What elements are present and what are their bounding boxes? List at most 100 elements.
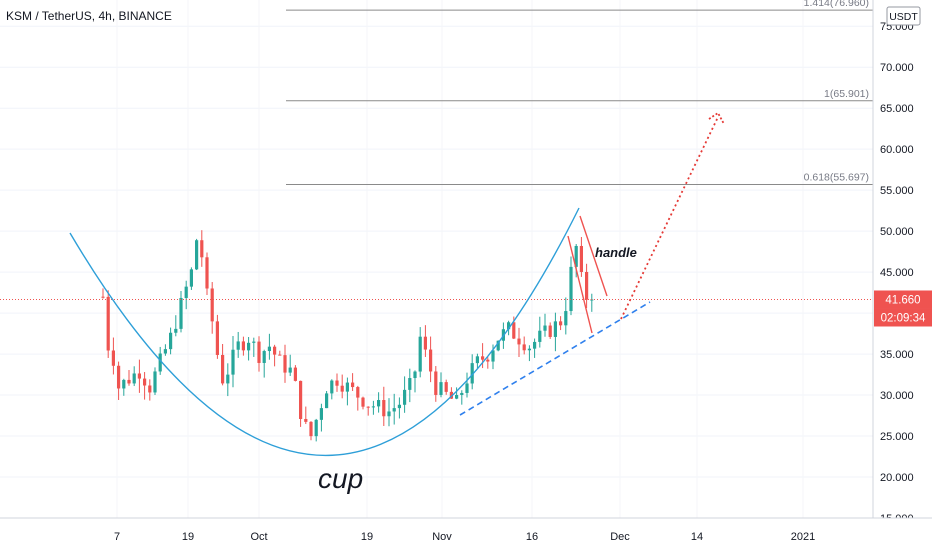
price-tick-label: 50.000 [880, 226, 914, 238]
candle-body [491, 350, 495, 362]
candle-body [371, 406, 375, 408]
handle-line-upper [579, 215, 608, 297]
candle-body [132, 373, 136, 384]
candle-body [117, 365, 121, 389]
candle-body [252, 341, 256, 343]
candle-body [382, 400, 386, 417]
fib-label: 1(65.901) [824, 88, 869, 100]
candle-body [319, 408, 323, 420]
drawings [0, 111, 873, 456]
candle-body [434, 371, 438, 395]
candle-body [423, 336, 427, 350]
price-axis[interactable]: 75.00070.00065.00060.00055.00050.00045.0… [872, 0, 932, 525]
time-tick-label: Nov [432, 531, 452, 543]
candle-body [397, 404, 401, 409]
candle-body [340, 385, 344, 392]
candle-body [179, 297, 183, 329]
time-axis[interactable]: 7 19 Oct 19 Nov 16 Dec 14 2021 [0, 517, 932, 550]
current-price-badge-bg [874, 290, 932, 309]
candle-body [439, 382, 443, 395]
currency-label: USDT [889, 11, 918, 23]
candle-body [325, 393, 329, 409]
candle-body [174, 328, 178, 333]
currency-badge[interactable]: USDT [886, 6, 921, 26]
candle-body [127, 379, 131, 384]
candle-body [377, 400, 381, 407]
current-price-badge[interactable]: 41.660 [874, 290, 932, 309]
candle-body [262, 351, 266, 363]
candle-body [345, 382, 349, 392]
candle-body [231, 349, 235, 375]
candle-body [226, 374, 230, 384]
time-tick-label: 7 [114, 531, 120, 543]
candle-body [137, 373, 141, 379]
candle-body [163, 349, 167, 354]
candle-body [101, 296, 105, 298]
candle-body [153, 371, 157, 393]
candle-body [470, 363, 474, 384]
candle-body [418, 336, 422, 372]
countdown-badge[interactable]: 02:09:34 [874, 308, 932, 327]
candle-body [444, 382, 448, 392]
candle-body [247, 342, 251, 351]
fib-label: 1.414(76.960) [804, 0, 869, 9]
candle-body [585, 271, 589, 300]
candle-body [106, 296, 110, 351]
candle-body [288, 367, 292, 373]
candle-body [304, 418, 308, 422]
candle-body [366, 406, 370, 408]
countdown-badge-bg [874, 308, 932, 327]
candle-body [335, 380, 339, 386]
projection-line [620, 116, 719, 320]
candle-body [361, 397, 365, 407]
symbol-title: KSM / TetherUS, 4h, BINANCE [6, 9, 172, 23]
candle-body [429, 349, 433, 372]
currency-badge-box [886, 6, 921, 26]
fib-levels: 1.414(76.960) 1(65.901) 0.618(55.697) [286, 0, 873, 185]
candle-body [309, 421, 313, 437]
candles [101, 230, 594, 442]
price-tick-label: 25.000 [880, 431, 914, 443]
candle-body [236, 341, 240, 350]
candle-body [392, 408, 396, 412]
candle-body [486, 359, 490, 362]
cup-annotation: cup [318, 463, 363, 494]
candle-body [356, 387, 360, 398]
candle-body [455, 394, 459, 399]
price-axis-bg [873, 0, 932, 518]
chart-grid [0, 25, 873, 519]
time-tick-label: Dec [610, 531, 630, 543]
candle-body [579, 245, 583, 272]
candle-body [475, 356, 479, 364]
time-tick-label: 2021 [791, 531, 815, 543]
candle-body [351, 382, 355, 388]
candle-body [169, 332, 173, 350]
handle-annotation: handle [595, 245, 637, 260]
candle-body [273, 346, 277, 355]
handle-line-lower [567, 235, 593, 334]
candle-body [465, 383, 469, 393]
candle-body [574, 245, 578, 267]
price-tick-label: 35.000 [880, 349, 914, 361]
candle-body [512, 322, 516, 339]
candle-body [543, 325, 547, 331]
candle-body [143, 378, 147, 386]
candle-body [460, 392, 464, 395]
candle-body [293, 367, 297, 381]
candle-body [481, 356, 485, 360]
candle-body [387, 411, 391, 417]
candle-body [215, 321, 219, 355]
current-price-label: 41.660 [885, 294, 920, 306]
candle-body [522, 344, 526, 351]
trend-line [459, 301, 651, 416]
candle-body [564, 311, 568, 326]
candle-body [184, 286, 188, 298]
price-tick-label: 30.000 [880, 390, 914, 402]
candle-body [221, 354, 225, 384]
candle-body [122, 379, 126, 389]
time-tick-label: 16 [526, 531, 538, 543]
candle-body [314, 419, 318, 437]
candle-body [205, 257, 209, 289]
time-tick-label: Oct [250, 531, 267, 543]
